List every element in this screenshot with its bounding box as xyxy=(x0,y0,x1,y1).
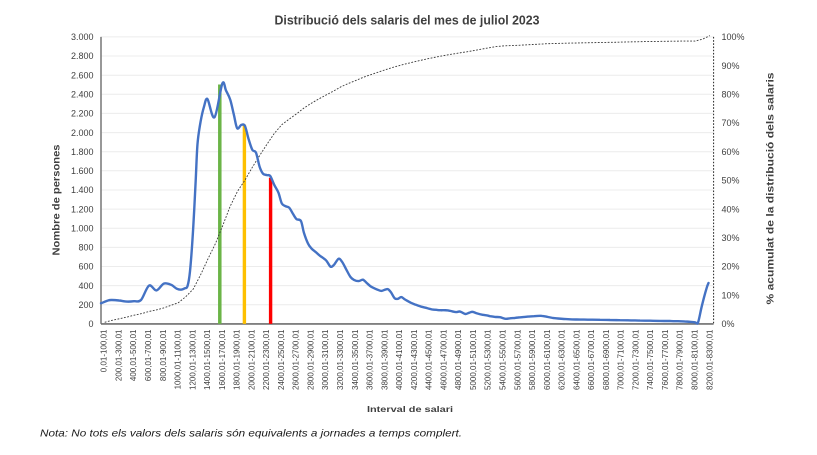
svg-text:7400,01-7500,01: 7400,01-7500,01 xyxy=(646,329,655,390)
svg-text:1.200: 1.200 xyxy=(71,204,94,214)
svg-text:4800,01-4900,01: 4800,01-4900,01 xyxy=(454,329,463,390)
svg-text:200: 200 xyxy=(78,300,93,310)
svg-text:3600,01-3700,01: 3600,01-3700,01 xyxy=(366,329,375,390)
svg-text:3000,01-3100,01: 3000,01-3100,01 xyxy=(321,329,330,390)
svg-text:1600,01-1700,01: 1600,01-1700,01 xyxy=(218,329,227,390)
svg-text:Nombre de persones: Nombre de persones xyxy=(51,144,63,255)
svg-text:7800,01-7900,01: 7800,01-7900,01 xyxy=(676,329,685,390)
svg-text:400,01-500,01: 400,01-500,01 xyxy=(129,329,138,381)
svg-text:600,01-700,01: 600,01-700,01 xyxy=(144,329,153,381)
svg-text:200,01-300,01: 200,01-300,01 xyxy=(115,329,124,381)
svg-text:Distribució dels salaris del m: Distribució dels salaris del mes de juli… xyxy=(275,14,540,28)
svg-text:2.600: 2.600 xyxy=(71,70,94,80)
svg-text:7200,01-7300,01: 7200,01-7300,01 xyxy=(631,329,640,390)
svg-text:2.000: 2.000 xyxy=(71,128,94,138)
svg-text:4600,01-4700,01: 4600,01-4700,01 xyxy=(439,329,448,390)
svg-text:2000,01-2100,01: 2000,01-2100,01 xyxy=(247,329,256,390)
svg-text:1800,01-1900,01: 1800,01-1900,01 xyxy=(233,329,242,390)
svg-text:30%: 30% xyxy=(722,233,740,243)
svg-text:4200,01-4300,01: 4200,01-4300,01 xyxy=(410,329,419,390)
svg-text:1.600: 1.600 xyxy=(71,166,94,176)
svg-text:2.800: 2.800 xyxy=(71,51,94,61)
svg-text:1000,01-1100,01: 1000,01-1100,01 xyxy=(174,329,183,389)
svg-text:3.000: 3.000 xyxy=(71,32,94,42)
svg-text:2600,01-2700,01: 2600,01-2700,01 xyxy=(292,329,301,390)
svg-text:6000,01-6100,01: 6000,01-6100,01 xyxy=(543,329,552,390)
svg-text:80%: 80% xyxy=(722,90,740,100)
svg-text:2800,01-2900,01: 2800,01-2900,01 xyxy=(307,329,316,390)
svg-text:50%: 50% xyxy=(722,176,740,186)
svg-text:7600,01-7700,01: 7600,01-7700,01 xyxy=(661,329,670,390)
svg-text:7000,01-7100,01: 7000,01-7100,01 xyxy=(617,329,626,390)
svg-text:400: 400 xyxy=(78,281,93,291)
svg-text:6600,01-6700,01: 6600,01-6700,01 xyxy=(587,329,596,390)
svg-text:6200,01-6300,01: 6200,01-6300,01 xyxy=(558,329,567,390)
svg-text:20%: 20% xyxy=(722,262,740,272)
svg-text:2.400: 2.400 xyxy=(71,90,94,100)
svg-text:1.800: 1.800 xyxy=(71,147,94,157)
svg-text:2.200: 2.200 xyxy=(71,109,94,119)
svg-text:5600,01-5700,01: 5600,01-5700,01 xyxy=(513,329,522,390)
svg-text:1200,01-1300,01: 1200,01-1300,01 xyxy=(188,329,197,390)
svg-text:8200,01-8300,01: 8200,01-8300,01 xyxy=(705,329,714,390)
svg-text:800: 800 xyxy=(78,243,93,253)
svg-text:3400,01-3500,01: 3400,01-3500,01 xyxy=(351,329,360,390)
svg-text:600: 600 xyxy=(78,262,93,272)
svg-text:Interval de salari: Interval de salari xyxy=(367,404,453,414)
svg-text:60%: 60% xyxy=(722,147,740,157)
svg-text:Nota: No tots els valors dels: Nota: No tots els valors dels salaris só… xyxy=(40,428,462,440)
svg-text:% acumulat de la distribució d: % acumulat de la distribució dels salari… xyxy=(764,72,776,304)
svg-text:6400,01-6500,01: 6400,01-6500,01 xyxy=(572,329,581,390)
svg-text:100%: 100% xyxy=(722,32,745,42)
svg-text:800,01-900,01: 800,01-900,01 xyxy=(159,329,168,381)
svg-text:4400,01-4500,01: 4400,01-4500,01 xyxy=(425,329,434,390)
svg-text:5800,01-5900,01: 5800,01-5900,01 xyxy=(528,329,537,390)
svg-text:2200,01-2300,01: 2200,01-2300,01 xyxy=(262,329,271,390)
svg-text:5000,01-5100,01: 5000,01-5100,01 xyxy=(469,329,478,390)
svg-text:70%: 70% xyxy=(722,118,740,128)
svg-text:3800,01-3900,01: 3800,01-3900,01 xyxy=(380,329,389,390)
svg-text:4000,01-4100,01: 4000,01-4100,01 xyxy=(395,329,404,390)
svg-text:8000,01-8100,01: 8000,01-8100,01 xyxy=(691,329,700,390)
svg-text:5400,01-5500,01: 5400,01-5500,01 xyxy=(499,329,508,390)
svg-text:10%: 10% xyxy=(722,290,740,300)
svg-text:1.400: 1.400 xyxy=(71,185,94,195)
svg-text:90%: 90% xyxy=(722,61,740,71)
svg-text:2400,01-2500,01: 2400,01-2500,01 xyxy=(277,329,286,390)
svg-text:0%: 0% xyxy=(722,319,735,329)
svg-text:1.000: 1.000 xyxy=(71,223,94,233)
svg-text:3200,01-3300,01: 3200,01-3300,01 xyxy=(336,329,345,390)
svg-text:0,01-100,01: 0,01-100,01 xyxy=(100,329,109,372)
svg-text:1400,01-1500,01: 1400,01-1500,01 xyxy=(203,329,212,390)
svg-text:0: 0 xyxy=(88,319,93,329)
svg-text:40%: 40% xyxy=(722,204,740,214)
svg-text:5200,01-5300,01: 5200,01-5300,01 xyxy=(484,329,493,390)
svg-text:6800,01-6900,01: 6800,01-6900,01 xyxy=(602,329,611,390)
